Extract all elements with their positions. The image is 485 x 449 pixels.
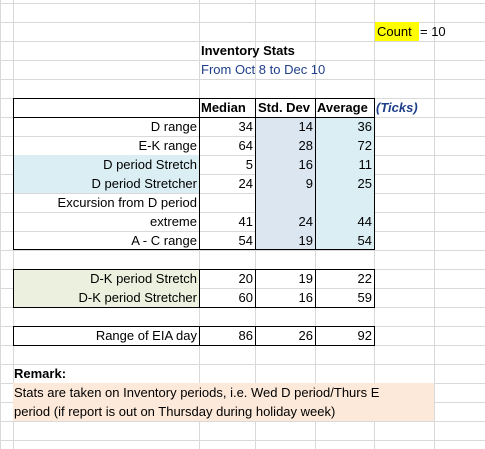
table-col-divider [199, 326, 200, 346]
row-label: D period Stretcher [91, 176, 198, 191]
std-cell: 28 [298, 138, 313, 153]
table-col-divider [255, 98, 256, 250]
row-label: D-K period Stretch [90, 271, 197, 286]
page-title: Inventory Stats [201, 43, 295, 58]
stats-table [13, 98, 375, 250]
median-cell: 41 [238, 214, 253, 229]
table-col-divider [255, 326, 256, 346]
table-col-divider [255, 269, 256, 308]
table-col-divider [199, 98, 200, 250]
remark-line-1: Stats are taken on Inventory periods, i.… [14, 385, 380, 400]
median-cell: 54 [238, 233, 253, 248]
header-ticks: (Ticks) [376, 100, 418, 115]
average-cell: 59 [357, 290, 372, 305]
table-col-divider [315, 269, 316, 308]
header-std-dev: Std. Dev [258, 100, 311, 115]
std-cell: 19 [298, 271, 313, 286]
average-cell: 11 [358, 157, 373, 172]
row-label: E-K range [138, 138, 197, 153]
table-col-divider [199, 269, 200, 308]
average-cell: 54 [357, 233, 372, 248]
count-label: Count [377, 24, 412, 39]
header-rule [13, 117, 375, 118]
average-cell: 22 [357, 271, 372, 286]
median-cell: 86 [238, 328, 253, 343]
row-label: Excursion from D period [57, 195, 197, 210]
avg-col-fill [316, 117, 374, 249]
grid-col-line [434, 0, 435, 449]
row-label: extreme [150, 214, 197, 229]
average-cell: 44 [357, 214, 372, 229]
average-cell: 36 [357, 119, 372, 134]
remark-title: Remark: [14, 366, 67, 381]
row-label: D-K period Stretcher [78, 290, 198, 305]
std-cell: 14 [298, 119, 313, 134]
count-value: = 10 [420, 24, 446, 39]
median-cell: 24 [238, 176, 253, 191]
stretch-label-fill [13, 155, 199, 193]
median-cell: 34 [238, 119, 253, 134]
remark-fill [13, 383, 434, 421]
std-cell: 16 [298, 157, 313, 172]
median-cell: 5 [245, 157, 253, 172]
table-col-divider [315, 98, 316, 250]
eia-table [13, 326, 375, 346]
row-label: A - C range [131, 233, 197, 248]
median-cell: 20 [238, 271, 253, 286]
average-cell: 72 [357, 138, 372, 153]
std-cell: 9 [305, 176, 313, 191]
dk-label-fill [13, 269, 199, 307]
dk-table [13, 269, 375, 308]
row-label: D period Stretch [103, 157, 197, 172]
row-label: D range [150, 119, 197, 134]
std-col-fill [256, 117, 315, 249]
std-cell: 26 [298, 328, 313, 343]
std-cell: 24 [298, 214, 313, 229]
median-cell: 64 [238, 138, 253, 153]
remark-line-2: period (if report is out on Thursday dur… [14, 404, 336, 419]
page-subtitle: From Oct 8 to Dec 10 [201, 62, 326, 77]
row-label: Range of EIA day [95, 328, 197, 343]
average-cell: 92 [357, 328, 372, 343]
std-cell: 16 [298, 290, 313, 305]
count-highlight [375, 22, 419, 41]
header-average: Average [317, 100, 368, 115]
header-median: Median [201, 100, 246, 115]
average-cell: 25 [357, 176, 372, 191]
median-cell: 60 [238, 290, 253, 305]
table-col-divider [315, 326, 316, 346]
std-cell: 19 [298, 233, 313, 248]
